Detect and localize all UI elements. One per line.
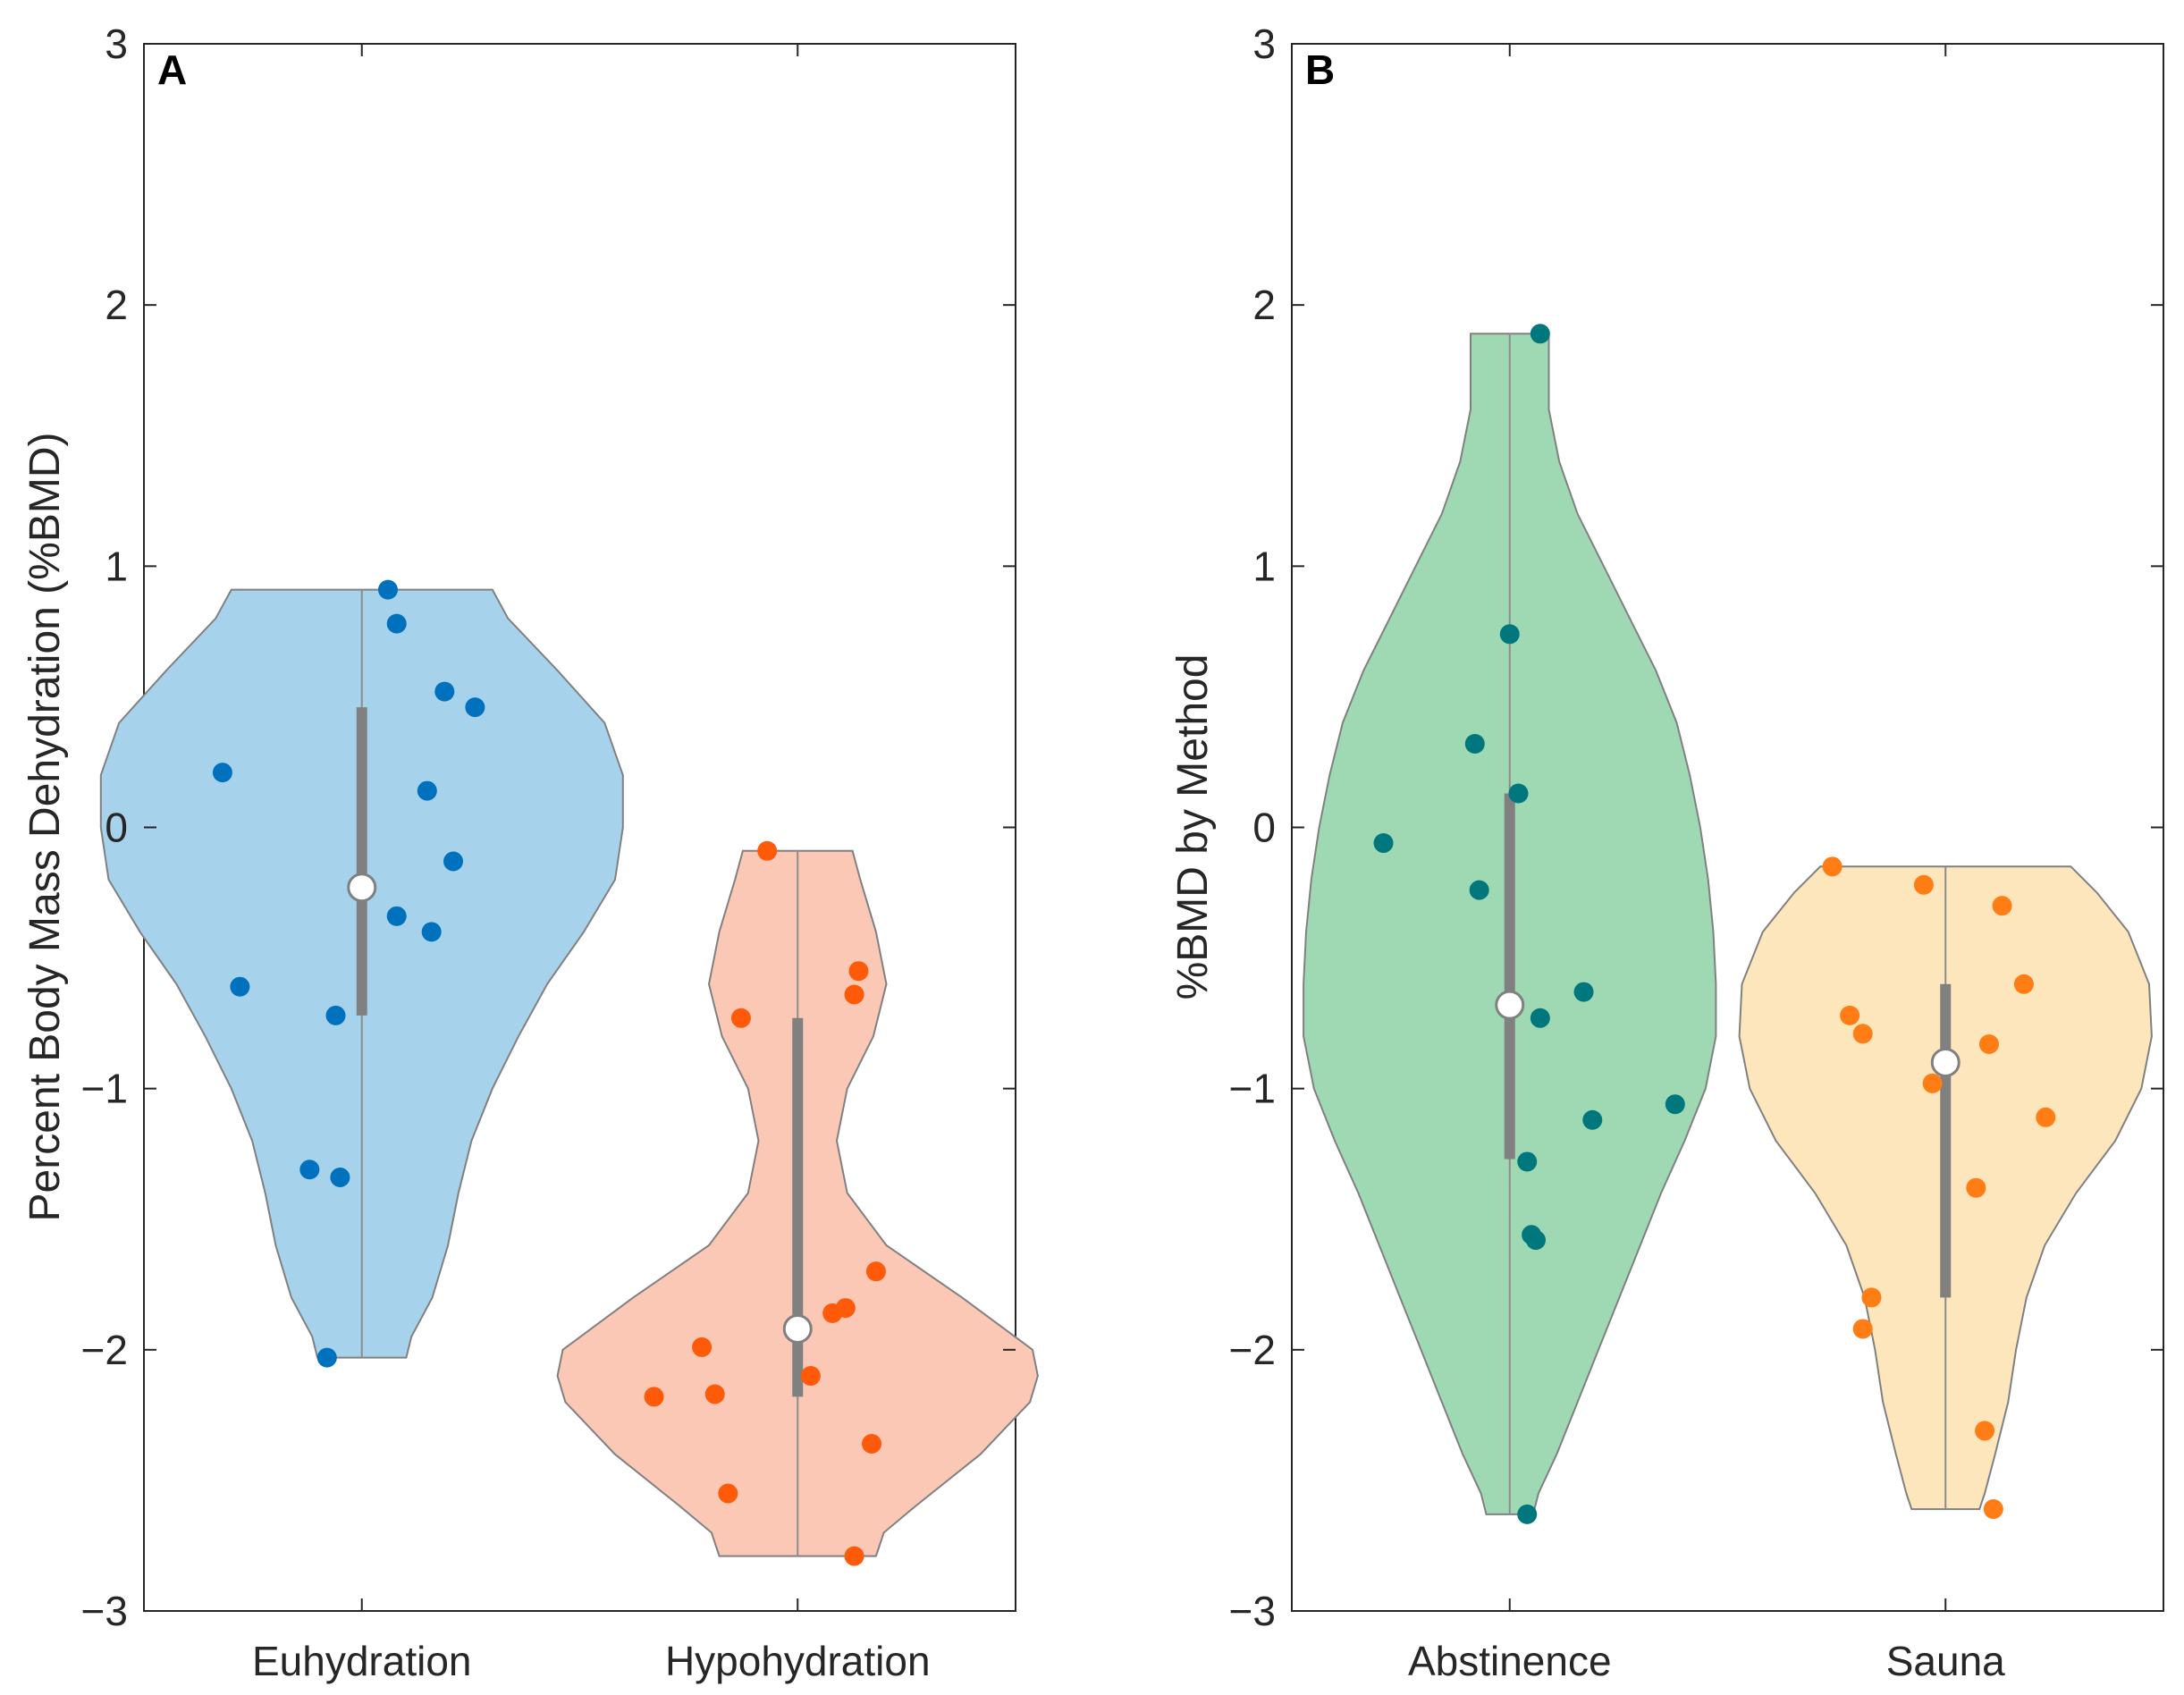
y-tick-label: 1: [1252, 543, 1276, 589]
data-point: [1573, 982, 1594, 1002]
panel-a-violins: [99, 579, 1039, 1566]
data-point: [1966, 1177, 1986, 1198]
data-point: [1582, 1109, 1603, 1130]
y-tick-label: 0: [105, 805, 128, 851]
data-point: [1525, 1230, 1546, 1251]
data-point: [1861, 1287, 1882, 1308]
data-point: [1530, 1008, 1550, 1028]
data-point: [757, 840, 778, 861]
panel-b-y-axis-title: %BMD by Method: [1169, 654, 1217, 1000]
data-point: [1499, 624, 1520, 645]
data-point: [2036, 1107, 2056, 1127]
y-tick-label: 1: [105, 543, 128, 589]
data-point: [1983, 1499, 2003, 1520]
data-point: [844, 984, 864, 1005]
data-point: [1469, 880, 1489, 900]
data-point: [443, 851, 464, 872]
y-tick-label: 3: [105, 21, 128, 67]
data-point: [386, 906, 407, 926]
data-point: [844, 1546, 864, 1566]
y-tick-label: 2: [1252, 282, 1276, 328]
panel-a-y-ticks: −3 −2 −1 0 1 2 3: [81, 21, 1016, 1634]
data-point: [1464, 734, 1485, 755]
data-point: [299, 1160, 320, 1180]
x-tick-label: Sauna: [1886, 1638, 2005, 1684]
violin-sauna: [1738, 856, 2153, 1520]
data-point: [2013, 974, 2034, 994]
median-marker: [782, 1313, 813, 1344]
x-tick-label: Abstinence: [1408, 1638, 1612, 1684]
data-point: [377, 579, 398, 600]
data-point: [1508, 783, 1529, 804]
panel-b-label: B: [1305, 46, 1335, 93]
median-marker: [1495, 990, 1525, 1020]
data-point: [862, 1434, 882, 1455]
data-point: [1922, 1073, 1943, 1093]
data-point: [1975, 1421, 1995, 1441]
data-point: [704, 1384, 725, 1404]
data-point: [1517, 1151, 1538, 1172]
data-point: [434, 681, 455, 702]
median-marker: [1930, 1047, 1961, 1077]
data-point: [644, 1387, 664, 1407]
data-point: [1517, 1504, 1538, 1524]
y-tick-label: 3: [1252, 21, 1276, 67]
data-point: [421, 922, 442, 942]
y-tick-label: −2: [1229, 1327, 1276, 1373]
y-tick-label: −3: [81, 1588, 128, 1634]
y-tick-label: −2: [81, 1327, 128, 1373]
data-point: [1978, 1033, 1999, 1054]
median-marker: [347, 873, 377, 903]
data-point: [848, 961, 869, 982]
data-point: [822, 1303, 843, 1323]
panel-a: A Percent Body Mass Dehydration (%BMD) −…: [21, 21, 1039, 1684]
y-tick-label: −1: [1229, 1066, 1276, 1112]
panel-a-x-ticks: Euhydration Hypohydration: [252, 44, 931, 1684]
y-tick-label: −1: [81, 1066, 128, 1112]
data-point: [325, 1005, 346, 1025]
data-point: [465, 697, 485, 718]
y-tick-label: −3: [1229, 1588, 1276, 1634]
data-point: [1913, 874, 1934, 895]
y-tick-label: 0: [1252, 805, 1276, 851]
panel-b-y-ticks: −3 −2 −1 0 1 2 3: [1229, 21, 2163, 1634]
data-point: [865, 1261, 886, 1282]
data-point: [417, 780, 437, 801]
data-point: [718, 1483, 738, 1504]
data-point: [1840, 1005, 1860, 1025]
panel-a-y-axis-title: Percent Body Mass Dehydration (%BMD): [21, 433, 69, 1222]
y-tick-label: 2: [105, 282, 128, 328]
data-point: [1822, 856, 1842, 877]
data-point: [386, 613, 407, 634]
x-tick-label: Euhydration: [252, 1638, 472, 1684]
data-point: [1992, 896, 2012, 916]
data-point: [212, 763, 232, 783]
data-point: [330, 1168, 350, 1188]
panel-b: B %BMD by Method −3 −2 −1 0 1 2 3 Abstinence Sa…: [1169, 21, 2164, 1684]
data-point: [1665, 1094, 1685, 1115]
panel-a-label: A: [157, 46, 187, 93]
data-point: [692, 1337, 713, 1357]
panel-b-x-ticks: Abstinence Sauna: [1408, 44, 2005, 1684]
violin-hypohydration: [556, 840, 1039, 1566]
data-point: [800, 1366, 821, 1387]
data-point: [316, 1347, 337, 1368]
data-point: [1852, 1024, 1873, 1044]
data-point: [1852, 1319, 1873, 1339]
violin-euhydration: [99, 579, 624, 1368]
data-point: [1373, 833, 1394, 854]
data-point: [730, 1008, 751, 1028]
panel-b-violins: [1303, 324, 2153, 1524]
violin-abstinence: [1303, 324, 1717, 1524]
data-point: [1530, 324, 1550, 344]
data-point: [230, 976, 250, 997]
x-tick-label: Hypohydration: [665, 1638, 931, 1684]
